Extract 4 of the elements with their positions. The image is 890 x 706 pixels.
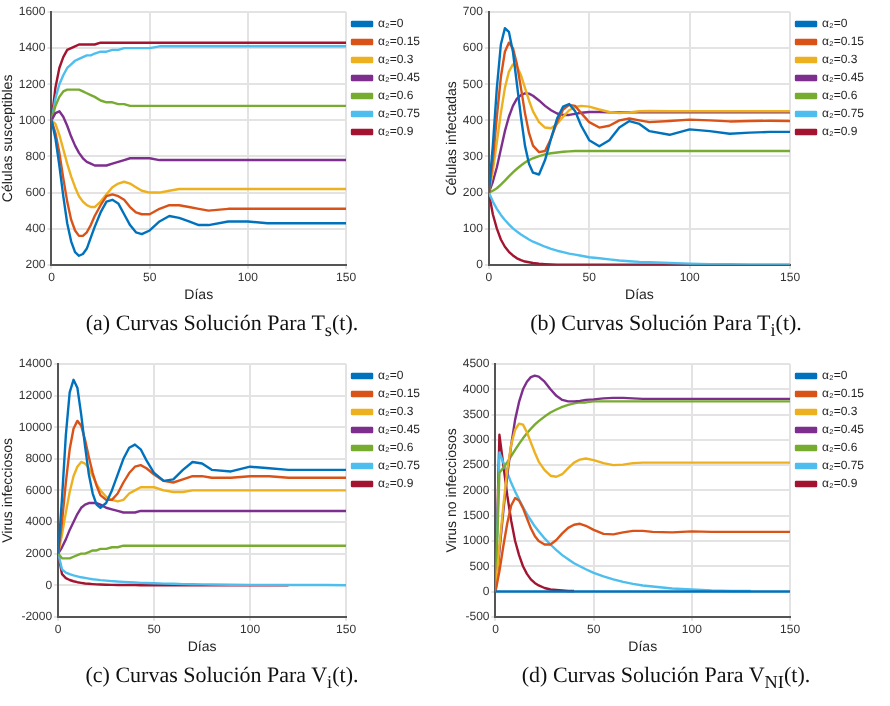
text: (b) Curvas Solución Para T$_{i}$(t). <box>528 310 804 345</box>
text: (c) Curvas Solución Para V$_{i}$(t). <box>83 662 361 697</box>
text: (d) Curvas Solución Para V$_{NI}$(t). <box>519 662 813 697</box>
text: (a) Curvas Solución Para T$_{s}$(t). <box>83 310 361 345</box>
